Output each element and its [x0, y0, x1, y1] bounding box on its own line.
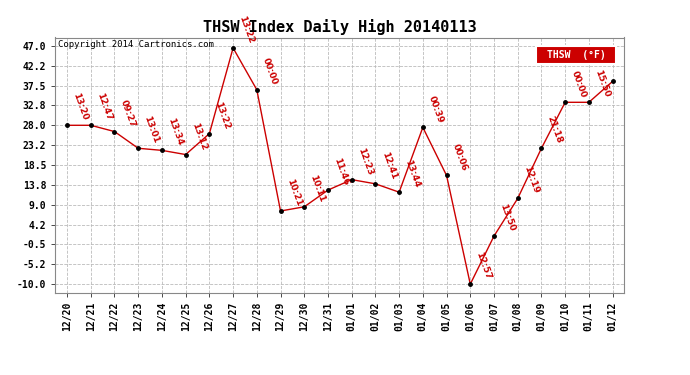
Text: 13:22: 13:22 — [237, 15, 255, 45]
Text: 13:50: 13:50 — [498, 203, 517, 233]
Text: 11:46: 11:46 — [332, 157, 351, 187]
Text: 10:11: 10:11 — [308, 174, 327, 204]
Text: 21:18: 21:18 — [546, 115, 564, 145]
Title: THSW Index Daily High 20140113: THSW Index Daily High 20140113 — [203, 19, 477, 35]
Text: Copyright 2014 Cartronics.com: Copyright 2014 Cartronics.com — [58, 40, 214, 49]
Text: 15:50: 15:50 — [593, 69, 611, 99]
Text: 13:12: 13:12 — [190, 121, 208, 151]
Text: 12:41: 12:41 — [380, 150, 398, 180]
Text: 00:00: 00:00 — [261, 57, 279, 86]
Text: 13:44: 13:44 — [404, 159, 422, 189]
Text: 12:19: 12:19 — [522, 165, 540, 195]
Text: 12:57: 12:57 — [475, 251, 493, 281]
Text: 00:39: 00:39 — [427, 94, 445, 124]
Text: 12:23: 12:23 — [356, 146, 374, 176]
Text: 09:27: 09:27 — [119, 98, 137, 128]
Text: 13:34: 13:34 — [166, 117, 184, 147]
Text: 00:06: 00:06 — [451, 142, 469, 172]
Text: 13:22: 13:22 — [214, 100, 232, 130]
Text: 00:00: 00:00 — [569, 69, 587, 99]
Text: 13:01: 13:01 — [143, 115, 161, 145]
Text: 10:21: 10:21 — [285, 178, 303, 208]
Text: 12:47: 12:47 — [95, 92, 113, 122]
Text: 13:20: 13:20 — [71, 92, 90, 122]
